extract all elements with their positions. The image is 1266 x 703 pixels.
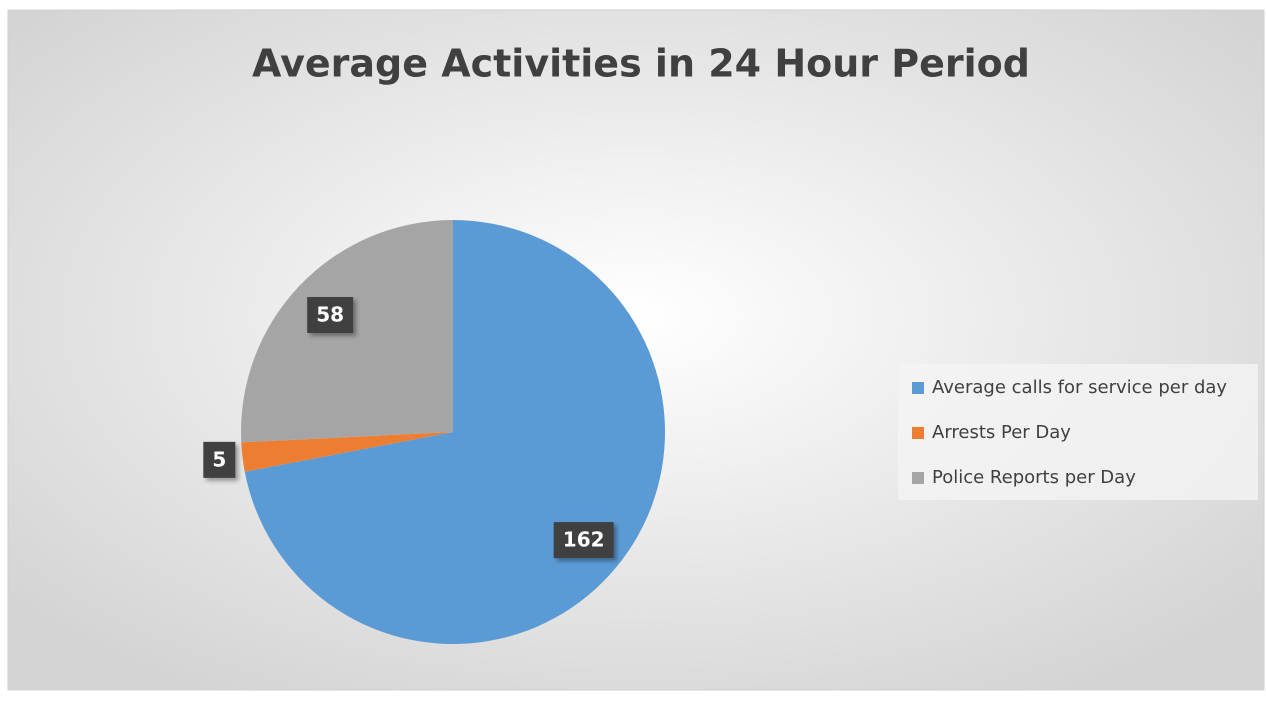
legend-label: Police Reports per Day	[932, 467, 1136, 488]
legend-swatch	[912, 382, 924, 394]
legend-swatch	[912, 427, 924, 439]
data-label: 5	[212, 447, 226, 471]
data-label-box	[203, 441, 236, 478]
legend-label: Average calls for service per day	[932, 377, 1227, 398]
chart-title: Average Activities in 24 Hour Period	[252, 42, 1030, 86]
legend-swatch	[912, 472, 924, 484]
legend	[898, 364, 1258, 500]
data-label-box	[307, 297, 354, 334]
legend-label: Arrests Per Day	[932, 422, 1071, 443]
data-label: 58	[316, 303, 344, 327]
data-label-box	[553, 522, 614, 559]
pie-slice	[241, 432, 453, 472]
data-label: 162	[563, 528, 605, 552]
